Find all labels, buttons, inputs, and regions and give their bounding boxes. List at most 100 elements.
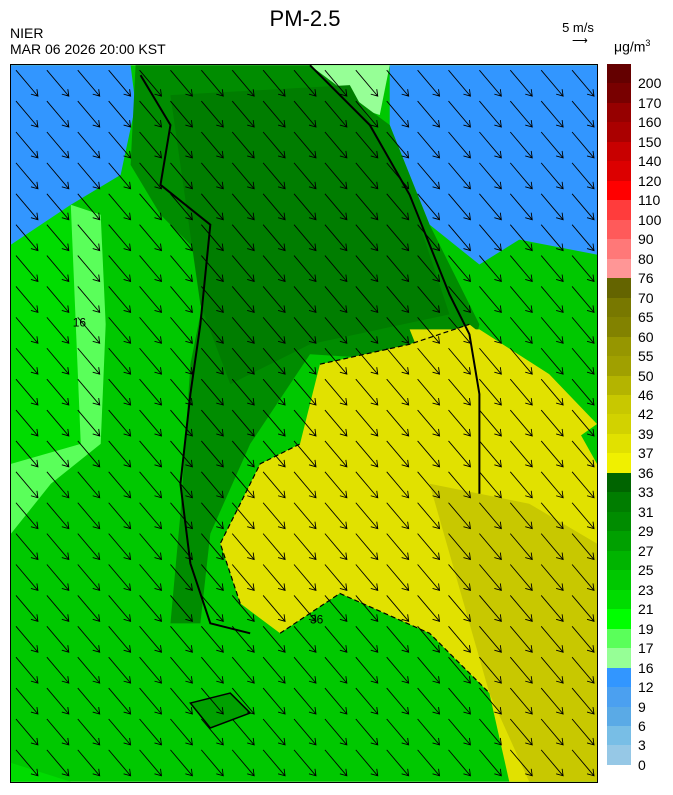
wind-arrow bbox=[448, 471, 471, 499]
wind-arrow bbox=[201, 595, 224, 622]
wind-arrow bbox=[509, 286, 533, 314]
wind-arrow bbox=[262, 502, 286, 530]
wind-arrow bbox=[540, 533, 564, 561]
wind-arrow bbox=[170, 224, 193, 252]
colorbar-label: 80 bbox=[638, 250, 654, 267]
wind-arrow bbox=[262, 656, 286, 684]
wind-arrow bbox=[170, 564, 193, 592]
wind-arrow bbox=[293, 224, 317, 252]
wind-arrow bbox=[262, 749, 286, 777]
wind-arrow bbox=[231, 162, 255, 190]
wind-arrow bbox=[540, 224, 564, 252]
wind-arrow bbox=[448, 409, 471, 437]
wind-arrow bbox=[108, 162, 132, 190]
wind-arrow bbox=[448, 595, 471, 622]
colorbar-label: 17 bbox=[638, 640, 654, 657]
wind-arrow bbox=[417, 533, 441, 561]
wind-arrow bbox=[170, 656, 193, 684]
wind-arrow bbox=[231, 595, 255, 622]
wind-arrow bbox=[540, 502, 564, 530]
wind-arrow bbox=[170, 347, 193, 375]
wind-arrow bbox=[77, 718, 101, 746]
wind-arrow bbox=[509, 378, 533, 406]
colorbar-label: 150 bbox=[638, 133, 662, 150]
wind-arrow bbox=[324, 687, 348, 715]
wind-arrow bbox=[46, 378, 70, 406]
wind-arrow bbox=[571, 656, 595, 684]
wind-arrow bbox=[46, 656, 70, 684]
wind-arrow bbox=[417, 224, 441, 252]
wind-arrow bbox=[509, 471, 533, 499]
wind-vectors bbox=[15, 69, 595, 777]
wind-arrow bbox=[262, 626, 286, 653]
wind-arrow bbox=[293, 533, 317, 561]
wind-arrow bbox=[170, 749, 193, 777]
wind-arrow bbox=[571, 224, 595, 252]
wind-arrow bbox=[139, 533, 163, 561]
wind-arrow bbox=[231, 718, 255, 746]
wind-arrow bbox=[509, 440, 533, 468]
wind-arrow bbox=[170, 440, 193, 468]
colorbar-label: 36 bbox=[638, 464, 654, 481]
wind-arrow bbox=[108, 595, 132, 622]
wind-arrow bbox=[293, 317, 317, 344]
wind-arrow bbox=[139, 687, 163, 715]
wind-arrow bbox=[46, 471, 70, 499]
wind-arrow bbox=[231, 378, 255, 406]
wind-arrow bbox=[170, 162, 193, 190]
wind-arrow bbox=[540, 131, 564, 159]
wind-arrow bbox=[417, 409, 441, 437]
colorbar-label: 6 bbox=[638, 717, 646, 734]
wind-arrow bbox=[231, 533, 255, 561]
wind-arrow bbox=[355, 162, 379, 190]
wind-arrow bbox=[15, 564, 39, 592]
wind-arrow bbox=[417, 471, 441, 499]
wind-arrow bbox=[386, 749, 410, 777]
wind-arrow bbox=[540, 286, 564, 314]
wind-arrow bbox=[170, 626, 193, 653]
wind-arrow bbox=[201, 69, 224, 97]
wind-arrow bbox=[139, 317, 163, 344]
wind-arrow bbox=[231, 69, 255, 97]
wind-arrow bbox=[448, 193, 471, 221]
colorbar-label: 200 bbox=[638, 75, 662, 92]
wind-arrow bbox=[386, 286, 410, 314]
wind-arrow bbox=[355, 347, 379, 375]
wind-arrow bbox=[324, 533, 348, 561]
wind-arrow bbox=[417, 69, 441, 97]
wind-arrow bbox=[108, 224, 132, 252]
wind-arrow bbox=[46, 347, 70, 375]
wind-arrow bbox=[201, 100, 224, 128]
colorbar-label: 21 bbox=[638, 601, 654, 618]
wind-arrow bbox=[139, 626, 163, 653]
wind-arrow bbox=[46, 533, 70, 561]
wind-arrow bbox=[509, 193, 533, 221]
wind-arrow bbox=[139, 718, 163, 746]
colorbar-segment bbox=[607, 394, 631, 415]
wind-arrow bbox=[540, 440, 564, 468]
wind-arrow bbox=[108, 409, 132, 437]
wind-arrow bbox=[46, 255, 70, 283]
colorbar-label: 120 bbox=[638, 172, 662, 189]
wind-arrow bbox=[231, 687, 255, 715]
wind-arrow bbox=[324, 749, 348, 777]
wind-arrow bbox=[46, 162, 70, 190]
wind-arrow bbox=[479, 69, 502, 97]
forecast-datetime: MAR 06 2026 20:00 KST bbox=[10, 41, 166, 57]
wind-arrow bbox=[77, 502, 101, 530]
wind-arrow bbox=[293, 69, 317, 97]
wind-arrow bbox=[231, 564, 255, 592]
wind-arrow bbox=[46, 687, 70, 715]
wind-arrow bbox=[46, 595, 70, 622]
wind-arrow bbox=[324, 317, 348, 344]
wind-arrow bbox=[108, 626, 132, 653]
wind-arrow bbox=[417, 347, 441, 375]
colorbar-segment bbox=[607, 453, 631, 473]
wind-arrow bbox=[201, 718, 224, 746]
wind-arrow bbox=[15, 687, 39, 715]
wind-arrow bbox=[15, 471, 39, 499]
wind-arrow bbox=[324, 595, 348, 622]
wind-arrow bbox=[15, 286, 39, 314]
unit-base: μg/m bbox=[614, 38, 646, 55]
wind-arrow bbox=[417, 749, 441, 777]
